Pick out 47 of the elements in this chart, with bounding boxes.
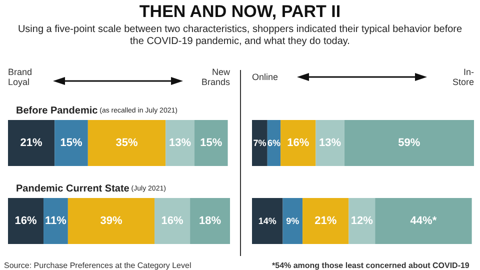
data-label: 15% bbox=[60, 137, 82, 149]
bar bbox=[280, 120, 316, 166]
data-label: 12% bbox=[350, 215, 374, 227]
bar bbox=[348, 198, 376, 244]
text: *54% among those least concerned about COVID-19 bbox=[272, 261, 470, 270]
bar bbox=[68, 198, 155, 244]
data-label: 16% bbox=[161, 215, 184, 227]
data-label: 21% bbox=[20, 137, 43, 149]
data-label: 9% bbox=[286, 216, 300, 226]
bar bbox=[375, 198, 472, 244]
bar bbox=[8, 120, 55, 166]
data-label: 16% bbox=[14, 215, 37, 227]
bar bbox=[154, 198, 190, 244]
bar bbox=[252, 120, 268, 166]
bar bbox=[282, 198, 303, 244]
chart-subtitle: Using a five-point scale between two characteristics, shoppers indicated their typical behavior before the COVID-19 pandemic, and what they do today. bbox=[16, 24, 464, 48]
data-label: 13% bbox=[169, 137, 192, 149]
source-note: Source: Purchase Preferences at the Category Level bbox=[4, 261, 192, 270]
bar bbox=[88, 120, 166, 166]
bar bbox=[166, 120, 194, 166]
data-label: 15% bbox=[200, 137, 222, 149]
bar bbox=[190, 198, 230, 244]
annotation: Online bbox=[252, 72, 280, 82]
data-label: 11% bbox=[45, 215, 67, 227]
bar bbox=[54, 120, 88, 166]
bar bbox=[316, 120, 344, 166]
annotation: Brand Loyal bbox=[8, 67, 34, 87]
data-label: 13% bbox=[319, 137, 342, 149]
bar bbox=[8, 198, 44, 244]
data-label: 18% bbox=[199, 215, 222, 227]
data-label: 59% bbox=[398, 137, 420, 149]
data-label: 14% bbox=[258, 216, 276, 226]
annotation: New Brands bbox=[200, 67, 230, 87]
bar bbox=[252, 198, 283, 244]
data-label: 39% bbox=[100, 215, 122, 227]
bar bbox=[344, 120, 474, 166]
data-label: 21% bbox=[314, 215, 337, 227]
data-label: 35% bbox=[116, 137, 138, 149]
bar bbox=[302, 198, 349, 244]
chart-title: THEN AND NOW, PART II bbox=[138, 2, 342, 22]
data-label: 6% bbox=[267, 138, 280, 148]
data-label: 7% bbox=[253, 138, 266, 148]
bar bbox=[44, 198, 68, 244]
annotation: In-Store bbox=[451, 67, 474, 87]
data-label: 16% bbox=[287, 137, 310, 149]
bar bbox=[194, 120, 228, 166]
data-label: 44%* bbox=[410, 215, 438, 227]
